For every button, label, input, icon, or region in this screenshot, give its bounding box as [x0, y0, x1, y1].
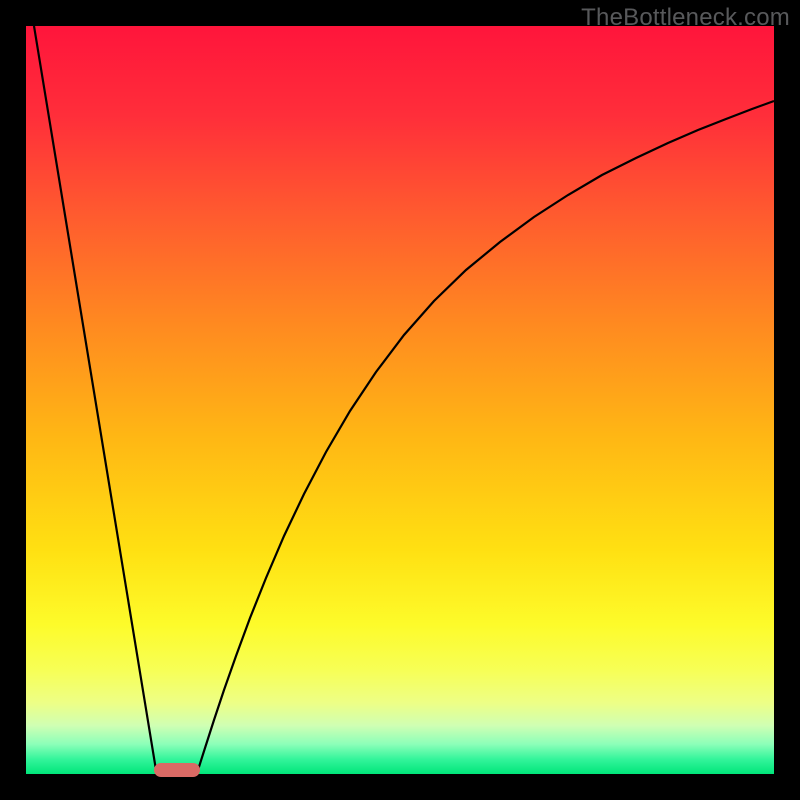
bottleneck-chart — [0, 0, 800, 800]
valley-marker — [154, 763, 200, 777]
chart-frame: TheBottleneck.com — [0, 0, 800, 800]
watermark-text: TheBottleneck.com — [581, 4, 790, 32]
